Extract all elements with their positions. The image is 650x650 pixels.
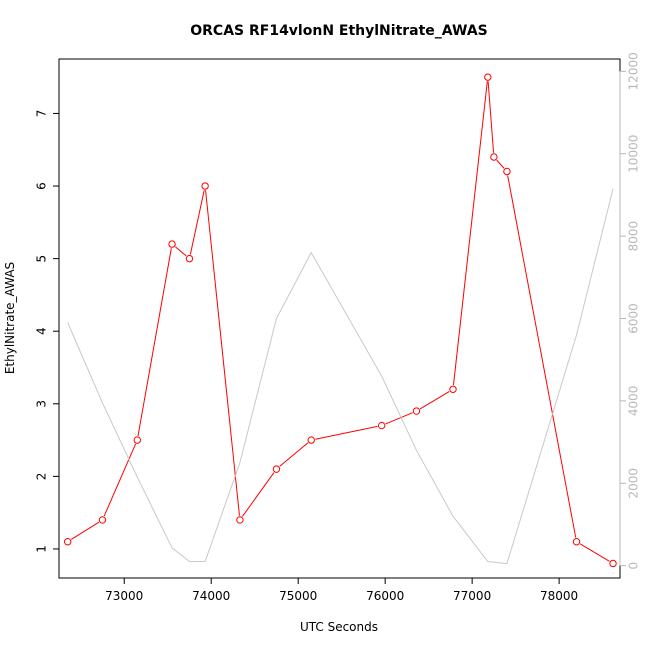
series-0-segment bbox=[385, 412, 413, 425]
y-tick-label: 7 bbox=[35, 110, 49, 118]
series-layer bbox=[63, 73, 617, 568]
series-0-segment bbox=[452, 81, 488, 386]
series-0-point bbox=[503, 167, 511, 176]
series-0-point bbox=[133, 436, 141, 444]
y2-tick-label: 10000 bbox=[627, 135, 641, 173]
series-0-point bbox=[609, 559, 617, 568]
x-tick-label: 74000 bbox=[192, 589, 230, 603]
y2-tick-label: 12000 bbox=[627, 52, 641, 90]
series-0-segment bbox=[496, 159, 505, 169]
series-0-segment bbox=[189, 190, 205, 255]
y-tick-label: 5 bbox=[35, 255, 49, 263]
series-0-point bbox=[572, 538, 581, 546]
y2-tick-label: 4000 bbox=[627, 386, 641, 417]
series-0-point bbox=[490, 153, 498, 161]
x-tick-label: 73000 bbox=[105, 589, 143, 603]
series-0-segment bbox=[279, 442, 309, 467]
series-0-segment bbox=[487, 81, 495, 153]
series-0-point bbox=[449, 385, 457, 393]
y-tick-label: 4 bbox=[35, 327, 49, 335]
y-axis-right: 0 2000 4000 6000 8000 10000 12000 bbox=[619, 52, 641, 570]
series-0-point bbox=[307, 436, 315, 444]
series-0-point bbox=[272, 465, 281, 473]
series-0-point bbox=[185, 254, 194, 263]
series-0-segment bbox=[507, 175, 577, 538]
series-0-point bbox=[201, 182, 209, 190]
y-axis-label: EthylNitrate_AWAS bbox=[3, 262, 17, 374]
y-tick-label: 1 bbox=[35, 545, 49, 553]
series-0-segment bbox=[174, 246, 187, 257]
y2-tick-label: 8000 bbox=[627, 221, 641, 252]
series-0-segment bbox=[137, 248, 172, 437]
series-0-point bbox=[168, 240, 176, 248]
series-1-line bbox=[67, 188, 614, 565]
x-axis-label: UTC Seconds bbox=[300, 620, 378, 634]
series-0-point bbox=[63, 538, 72, 546]
series-0-point bbox=[98, 516, 107, 524]
series-0-segment bbox=[103, 443, 137, 517]
chart-title: ORCAS RF14vlonN EthylNitrate_AWAS bbox=[190, 23, 488, 39]
series-0-point bbox=[236, 516, 244, 524]
x-tick-label: 77000 bbox=[453, 589, 491, 603]
series-0-segment bbox=[579, 543, 610, 562]
series-0-segment bbox=[419, 390, 450, 410]
series-0-segment bbox=[70, 521, 100, 540]
y-axis-left: 1 2 3 4 5 6 7 bbox=[35, 110, 60, 553]
x-tick-label: 78000 bbox=[540, 589, 578, 603]
y2-tick-label: 0 bbox=[627, 562, 641, 570]
x-tick-label: 75000 bbox=[279, 589, 317, 603]
x-axis: 73000 74000 75000 76000 77000 78000 bbox=[105, 577, 578, 603]
y2-tick-label: 6000 bbox=[627, 303, 641, 334]
series-0-segment bbox=[205, 190, 240, 516]
x-tick-label: 76000 bbox=[366, 589, 404, 603]
series-0-point bbox=[484, 73, 492, 81]
series-0-point bbox=[377, 421, 386, 430]
y-tick-label: 3 bbox=[35, 400, 49, 408]
series-0-segment bbox=[315, 425, 378, 440]
plot-area-frame bbox=[58, 58, 621, 579]
series-0-segment bbox=[241, 472, 275, 517]
series-0-point bbox=[412, 407, 421, 415]
y2-tick-label: 2000 bbox=[627, 468, 641, 499]
y-tick-label: 2 bbox=[35, 473, 49, 481]
y-tick-label: 6 bbox=[35, 182, 49, 190]
